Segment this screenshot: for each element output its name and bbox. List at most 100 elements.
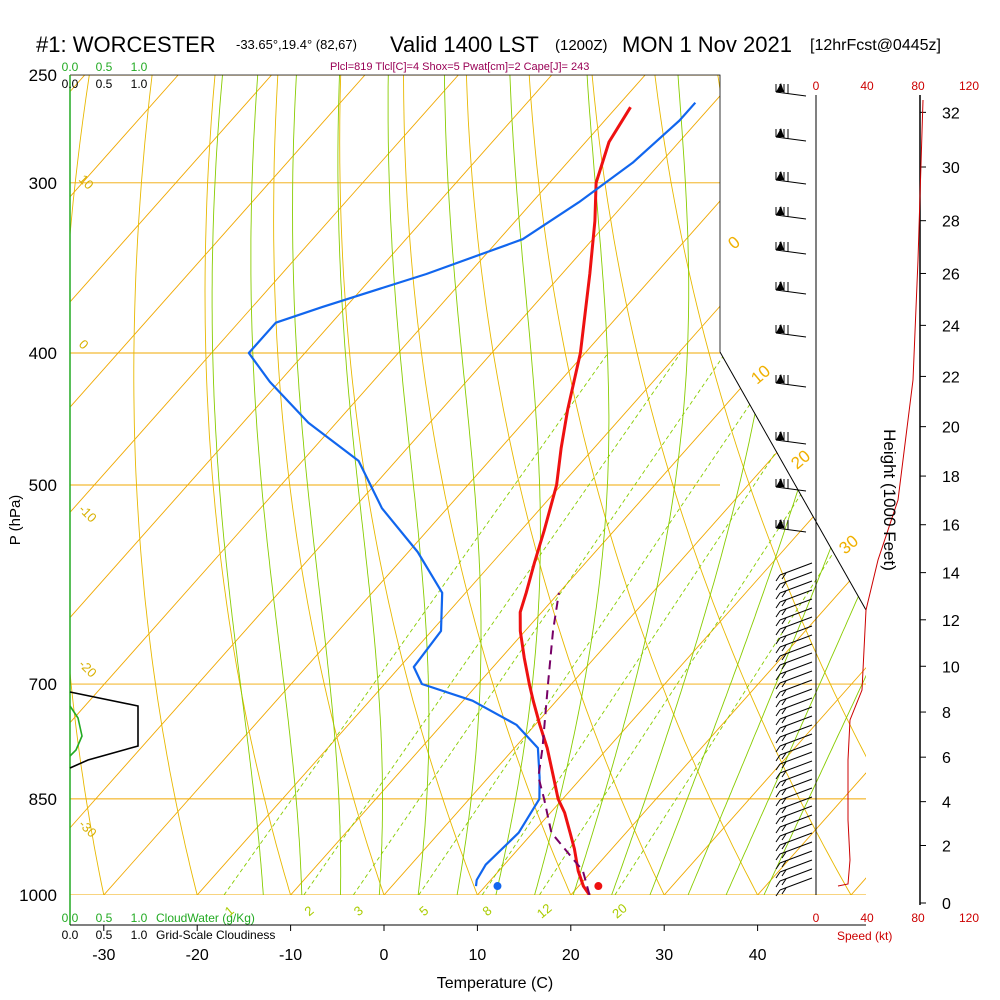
- panel-diagonal: [719, 351, 867, 611]
- height-tick-label: 12: [942, 613, 960, 630]
- wind-barb: [775, 769, 813, 789]
- x-axis-title: Temperature (C): [437, 975, 553, 992]
- temperature-profile: [518, 106, 632, 895]
- dry-adiabat: [70, 75, 111, 895]
- parcel-path: [537, 592, 591, 895]
- speed-tick-top: 120: [959, 79, 979, 93]
- dry-adiabat: [589, 75, 866, 895]
- wind-barb: [775, 697, 813, 717]
- moist-adiabat: [750, 75, 866, 895]
- wind-barb: [775, 805, 813, 825]
- mixing-ratio-label: 2: [301, 903, 316, 919]
- cloudiness-label: Grid-Scale Cloudiness: [156, 928, 275, 942]
- speed-axis-title: Speed (kt): [837, 929, 892, 943]
- pressure-tick-label: 400: [29, 344, 57, 363]
- wind-barb: [775, 616, 813, 636]
- wind-barb: [775, 778, 813, 798]
- isotherm-line: [70, 75, 739, 895]
- wind-barb: [775, 724, 813, 744]
- wind-barb: [775, 607, 813, 627]
- height-tick-label: 16: [942, 518, 960, 535]
- moist-adiabat-label: 10: [747, 361, 774, 388]
- wind-barb: [775, 643, 813, 663]
- dry-adiabat: [133, 75, 206, 895]
- wind-barb: [775, 598, 813, 618]
- mixing-ratio-line: [614, 352, 866, 895]
- isotherm-line: [663, 75, 866, 895]
- station-coords: -33.65°,19.4° (82,67): [236, 37, 357, 52]
- dry-adiabat: [339, 75, 490, 895]
- temp-tick-label: 0: [380, 947, 389, 964]
- moist-adiabat-label: 30: [835, 531, 862, 558]
- wind-barb: [775, 171, 807, 185]
- dry-adiabat-label: -20: [76, 657, 100, 681]
- pressure-tick-label: 850: [29, 790, 57, 809]
- valid-date: MON 1 Nov 2021: [622, 32, 792, 57]
- mixing-ratio-label: 12: [534, 900, 555, 921]
- moist-adiabat: [712, 75, 866, 895]
- wind-barb: [775, 580, 813, 600]
- cloudiness-tick-bottom: 1.0: [131, 928, 148, 942]
- speed-tick-top: 40: [860, 79, 874, 93]
- isotherm-line: [103, 75, 833, 895]
- wind-barb: [775, 787, 813, 807]
- moist-adiabat: [211, 75, 266, 895]
- plot-frame: [70, 74, 721, 352]
- cloud-water-tick-bottom: 1.0: [131, 911, 148, 925]
- wind-barb: [775, 823, 813, 843]
- moist-adiabat-label: 0: [724, 232, 743, 253]
- wind-barb: [775, 796, 813, 816]
- isotherm-line: [850, 75, 866, 895]
- wind-barb: [775, 751, 813, 771]
- cloudiness-tick-top: 0.0: [62, 77, 79, 91]
- height-tick-label: 32: [942, 105, 960, 122]
- height-tick-label: 26: [942, 266, 960, 283]
- wind-barb: [775, 478, 807, 492]
- mixing-ratio-line: [539, 352, 866, 895]
- mixing-ratio-label: 8: [479, 903, 494, 919]
- wind-speed-profile: [837, 99, 924, 887]
- wind-barb: [775, 832, 813, 852]
- height-tick-label: 20: [942, 420, 960, 437]
- wind-barb: [775, 814, 813, 834]
- height-tick-label: 2: [942, 838, 951, 855]
- temp-tick-label: 30: [655, 947, 673, 964]
- cloud-water-tick-bottom: 0.0: [62, 911, 79, 925]
- speed-tick-bottom: 0: [813, 911, 820, 925]
- speed-tick-bottom: 120: [959, 911, 979, 925]
- temp-tick-label: -10: [279, 947, 302, 964]
- mixing-ratio-line: [223, 352, 609, 895]
- wind-barb: [775, 281, 807, 295]
- mixing-ratio-line: [303, 352, 681, 895]
- wind-barb: [775, 634, 813, 654]
- wind-barb: [775, 241, 807, 255]
- surface-dewpoint-marker: [493, 882, 502, 891]
- speed-tick-bottom: 80: [911, 911, 925, 925]
- dry-adiabat-label: -10: [76, 502, 100, 526]
- temp-tick-label: 20: [562, 947, 580, 964]
- isotherm-line: [290, 75, 866, 895]
- height-tick-label: 10: [942, 659, 960, 676]
- isotherm-line: [70, 75, 272, 895]
- wind-barb: [775, 571, 813, 591]
- wind-barb: [775, 661, 813, 681]
- wind-barb: [775, 850, 813, 870]
- wind-barb: [775, 733, 813, 753]
- wind-barb: [775, 859, 813, 879]
- height-tick-label: 6: [942, 750, 951, 767]
- moist-adiabat: [675, 75, 866, 895]
- dry-adiabat: [901, 51, 1000, 924]
- wind-barb: [775, 841, 813, 861]
- cloud-water-tick-bottom: 0.5: [96, 911, 113, 925]
- temp-tick-label: -20: [186, 947, 209, 964]
- y-axis-title: P (hPa): [7, 495, 24, 546]
- height-tick-label: 14: [942, 566, 960, 583]
- moist-adiabat: [337, 75, 383, 895]
- wind-barb: [775, 868, 813, 888]
- cloud-water-tick-top: 0.5: [96, 60, 113, 74]
- wind-barb: [775, 652, 813, 672]
- mixing-ratio-line: [418, 352, 785, 895]
- dry-adiabat-label: 0: [76, 337, 92, 353]
- cloudiness-tick-top: 0.5: [96, 77, 113, 91]
